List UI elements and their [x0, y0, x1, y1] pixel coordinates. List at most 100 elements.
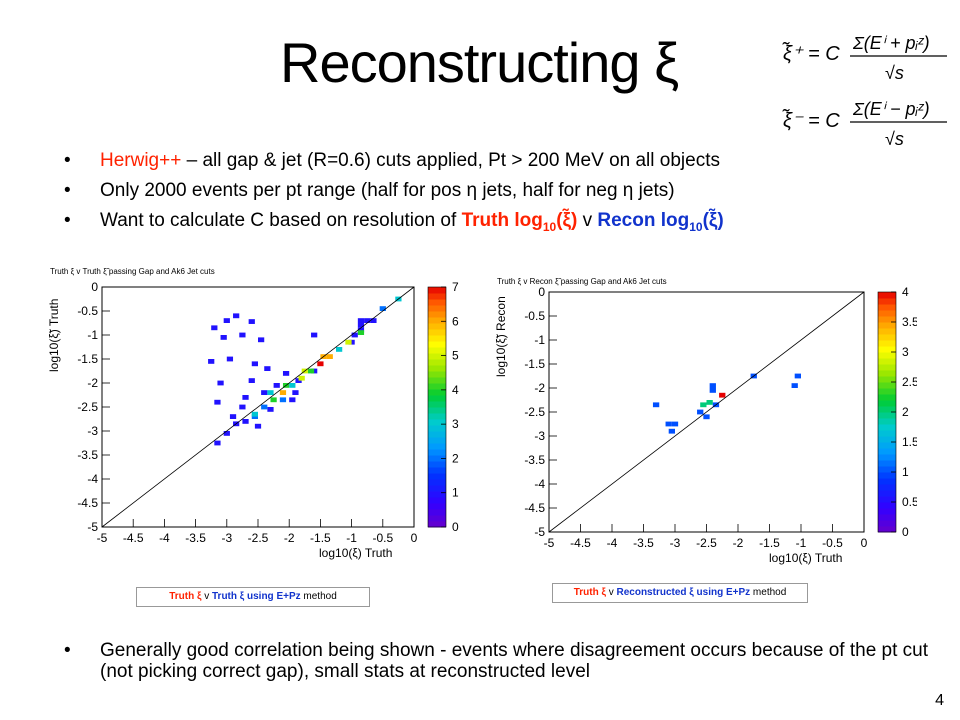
colorbar-segment	[878, 436, 896, 443]
colorbar-segment	[878, 448, 896, 455]
heatmap-cell	[289, 383, 296, 388]
colorbar-tick-label: 0.5	[902, 495, 917, 509]
colorbar-segment	[428, 383, 446, 390]
y-tick-label: -1.5	[524, 357, 545, 371]
chart-title: Truth ξ v Truth ξ̃ passing Gap and Ak6 J…	[50, 267, 215, 276]
caption-left: Truth ξ v Truth ξ using E+Pz method	[136, 587, 370, 607]
chart-title: Truth ξ v Recon ξ̃ passing Gap and Ak6 J…	[497, 277, 667, 286]
colorbar-segment	[878, 370, 896, 377]
diagonal-line	[548, 291, 865, 533]
colorbar-segment	[428, 353, 446, 360]
colorbar-tick-label: 4	[452, 383, 459, 397]
colorbar-tick-label: 7	[452, 280, 459, 294]
heatmap-cell	[791, 383, 798, 388]
colorbar-segment	[878, 304, 896, 311]
colorbar-segment	[428, 521, 446, 528]
colorbar-segment	[878, 424, 896, 431]
truth-log-text: Truth log	[461, 210, 543, 231]
colorbar-segment	[428, 407, 446, 414]
bullet-dot: •	[64, 150, 71, 171]
colorbar-segment	[428, 419, 446, 426]
x-tick-label: -2	[733, 536, 744, 550]
heatmap-cell	[223, 431, 230, 436]
colorbar-segment	[428, 317, 446, 324]
heatmap-cell	[719, 392, 726, 398]
colorbar-segment	[428, 455, 446, 462]
colorbar-tick-label: 4	[902, 285, 909, 299]
colorbar-segment	[428, 425, 446, 432]
x-tick-label: -3	[670, 536, 681, 550]
colorbar-segment	[428, 515, 446, 522]
colorbar-segment	[878, 412, 896, 419]
heatmap-cell	[370, 318, 377, 323]
x-tick-label: -3	[221, 531, 232, 545]
colorbar-segment	[878, 334, 896, 341]
page-number: 4	[935, 692, 944, 709]
bullet1-text: – all gap & jet (R=0.6) cuts applied, Pt…	[181, 150, 720, 171]
y-tick-label: -1	[87, 328, 98, 342]
bullet2-text: Only 2000 events per pt range (half for …	[100, 180, 675, 201]
colorbar-segment	[428, 401, 446, 408]
heatmap-cell	[703, 414, 710, 420]
colorbar-segment	[878, 442, 896, 449]
heatmap-cell	[292, 390, 299, 395]
caption-right-part1: Truth ξ	[573, 587, 606, 598]
heatmap-cell	[298, 375, 305, 381]
heatmap-cell	[706, 400, 713, 405]
y-tick-label: -5	[87, 520, 98, 534]
truth-vs-recon-heatmap: Truth ξ v Recon ξ̃ passing Gap and Ak6 J…	[494, 277, 917, 565]
colorbar-segment	[878, 466, 896, 473]
colorbar-segment	[878, 400, 896, 407]
x-tick-label: -5	[97, 531, 108, 545]
caption-right-part2: v	[605, 587, 617, 598]
truth-log-sub: 10	[542, 219, 557, 234]
heatmap-cell	[223, 318, 230, 323]
truth-log-xi: (ξ̃)	[556, 210, 578, 231]
colorbar-segment	[878, 460, 896, 467]
recon-log-sub: 10	[689, 219, 703, 234]
colorbar-segment	[428, 305, 446, 312]
heatmap-cell	[700, 402, 707, 408]
heatmap-cell	[697, 409, 704, 415]
x-tick-label: -4.5	[123, 531, 144, 545]
x-tick-label: -1	[346, 531, 357, 545]
x-tick-label: -0.5	[372, 531, 393, 545]
heatmap-cell	[239, 332, 246, 338]
heatmap-cell	[357, 323, 365, 328]
heatmap-cell	[242, 395, 249, 400]
colorbar-tick-label: 6	[452, 314, 459, 328]
colorbar-segment	[428, 473, 446, 480]
colorbar-segment	[428, 479, 446, 486]
heatmap-cell	[242, 419, 249, 424]
heatmap-cell	[267, 407, 274, 412]
colorbar-segment	[878, 496, 896, 503]
y-tick-label: -3	[87, 424, 98, 438]
colorbar-tick-label: 3	[902, 345, 909, 359]
y-tick-label: -5	[534, 525, 545, 539]
colorbar-tick-label: 0	[902, 525, 909, 539]
y-tick-label: -2	[87, 376, 98, 390]
x-tick-label: -3.5	[633, 536, 654, 550]
heatmap-cell	[208, 359, 215, 364]
bottom-bullet-text: Generally good correlation being shown -…	[100, 640, 929, 682]
caption-left-part2: v	[201, 591, 212, 602]
heatmap-cell	[254, 423, 262, 429]
colorbar-segment	[428, 413, 446, 420]
colorbar-segment	[878, 352, 896, 359]
colorbar-tick-label: 2.5	[902, 375, 917, 389]
colorbar-tick-label: 1	[452, 486, 459, 500]
heatmap-cell	[794, 373, 801, 379]
colorbar-segment	[428, 311, 446, 318]
colorbar-segment	[878, 292, 896, 299]
colorbar-segment	[428, 359, 446, 366]
colorbar-segment	[878, 484, 896, 491]
heatmap-cell	[251, 411, 258, 417]
heatmap-cell	[709, 383, 716, 388]
colorbar-segment	[878, 376, 896, 383]
colorbar-frame	[427, 286, 447, 528]
colorbar-segment	[428, 371, 446, 378]
y-tick-label: -3.5	[77, 448, 98, 462]
heatmap-cell	[214, 399, 221, 405]
y-tick-label: -0.5	[524, 309, 545, 323]
y-axis-label: log10(ξ̃) Recon	[494, 296, 508, 377]
